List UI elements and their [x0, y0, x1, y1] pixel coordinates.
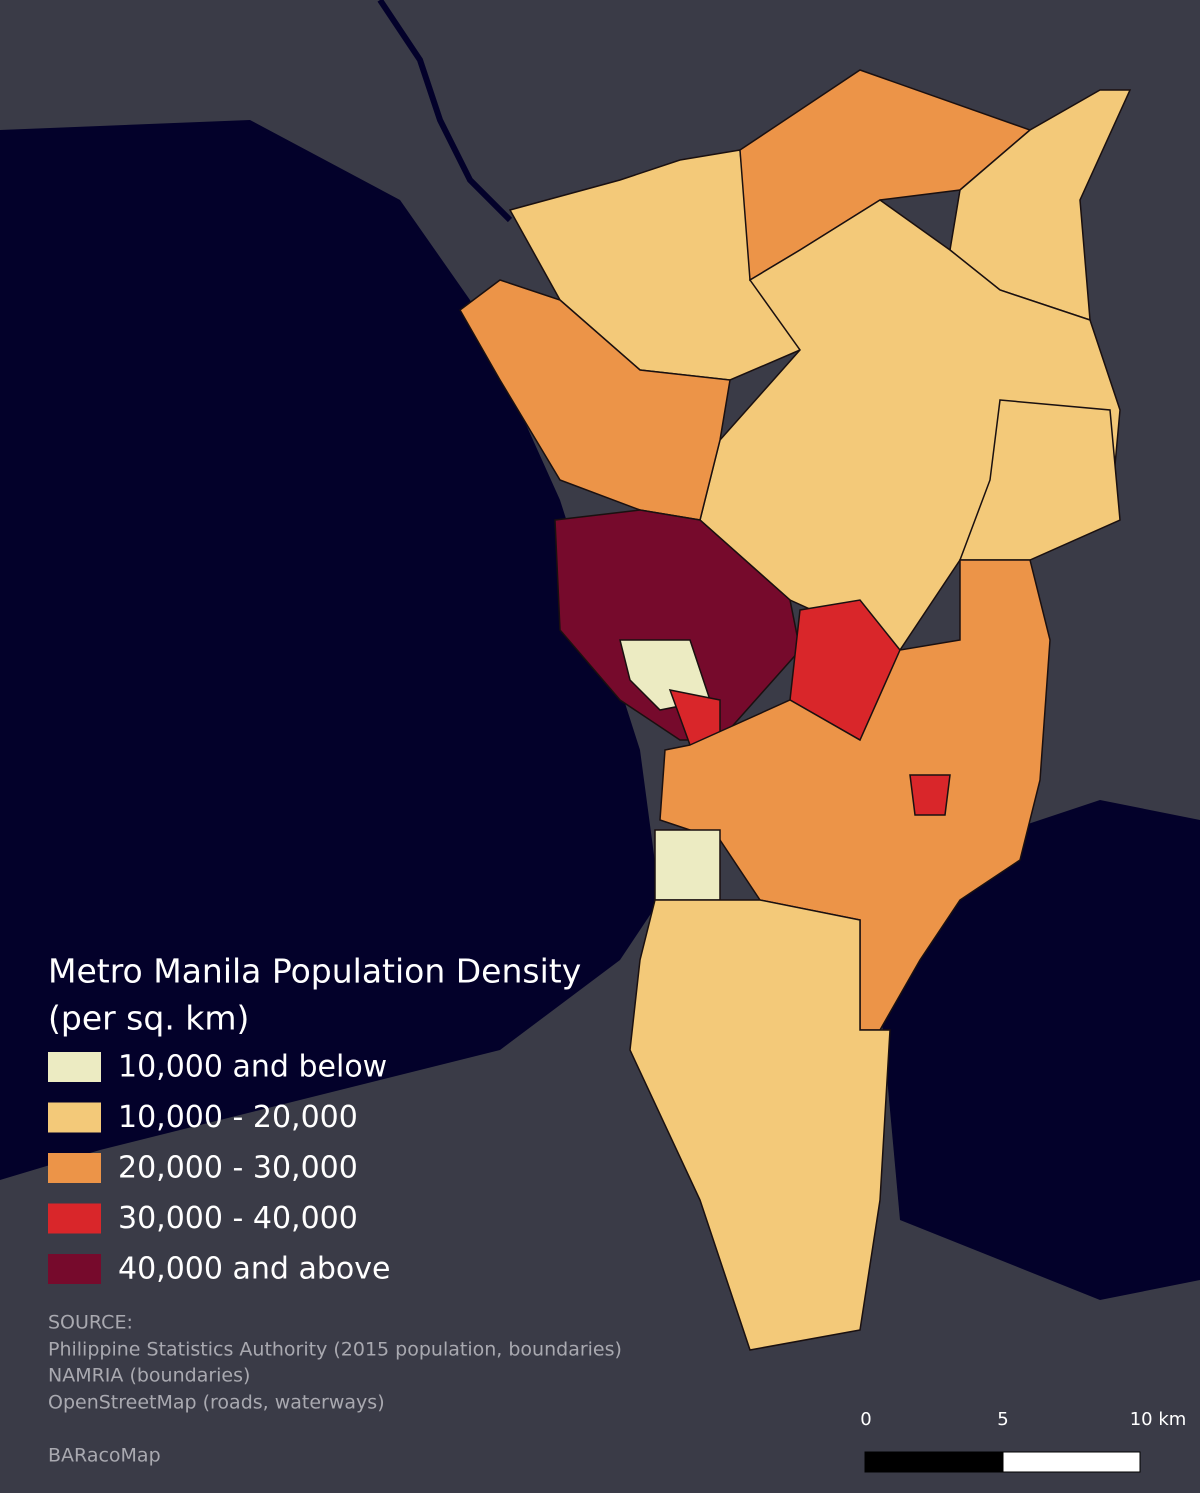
legend-title: (per sq. km)	[48, 999, 249, 1038]
source-line: Philippine Statistics Authority (2015 po…	[48, 1339, 622, 1361]
source-line: NAMRIA (boundaries)	[48, 1365, 250, 1387]
legend-swatch	[48, 1254, 101, 1284]
scale-bar-segment	[1002, 1451, 1141, 1473]
region	[909, 774, 951, 816]
credit: BARacoMap	[48, 1445, 161, 1467]
legend-label: 10,000 and below	[118, 1050, 387, 1085]
source-line: OpenStreetMap (roads, waterways)	[48, 1392, 385, 1414]
manila-bay	[0, 120, 660, 1180]
scale-label: 10 km	[1130, 1409, 1187, 1430]
region	[629, 899, 891, 1351]
legend-title: Metro Manila Population Density	[48, 952, 581, 991]
legend-label: 20,000 - 30,000	[118, 1151, 358, 1186]
scale-bar-segment	[864, 1451, 1004, 1473]
region	[659, 559, 1051, 1031]
scale-label: 5	[997, 1409, 1008, 1430]
legend: 10,000 and below 10,000 - 20,000 20,000 - …	[48, 1050, 390, 1287]
scale-label: 0	[860, 1409, 871, 1430]
legend-swatch	[48, 1153, 101, 1183]
laguna-lake	[880, 800, 1200, 1300]
legend-swatch	[48, 1052, 101, 1082]
region	[459, 279, 731, 521]
regions	[459, 69, 1132, 1351]
region	[654, 829, 721, 901]
legend-label: 30,000 - 40,000	[118, 1201, 358, 1236]
region	[554, 509, 801, 741]
legend-swatch	[48, 1102, 101, 1133]
legend-label: 10,000 - 20,000	[118, 1100, 358, 1135]
source-heading: SOURCE:	[48, 1312, 133, 1334]
legend-swatch	[48, 1203, 101, 1234]
river	[377, 0, 513, 223]
legend-label: 40,000 and above	[118, 1252, 390, 1287]
